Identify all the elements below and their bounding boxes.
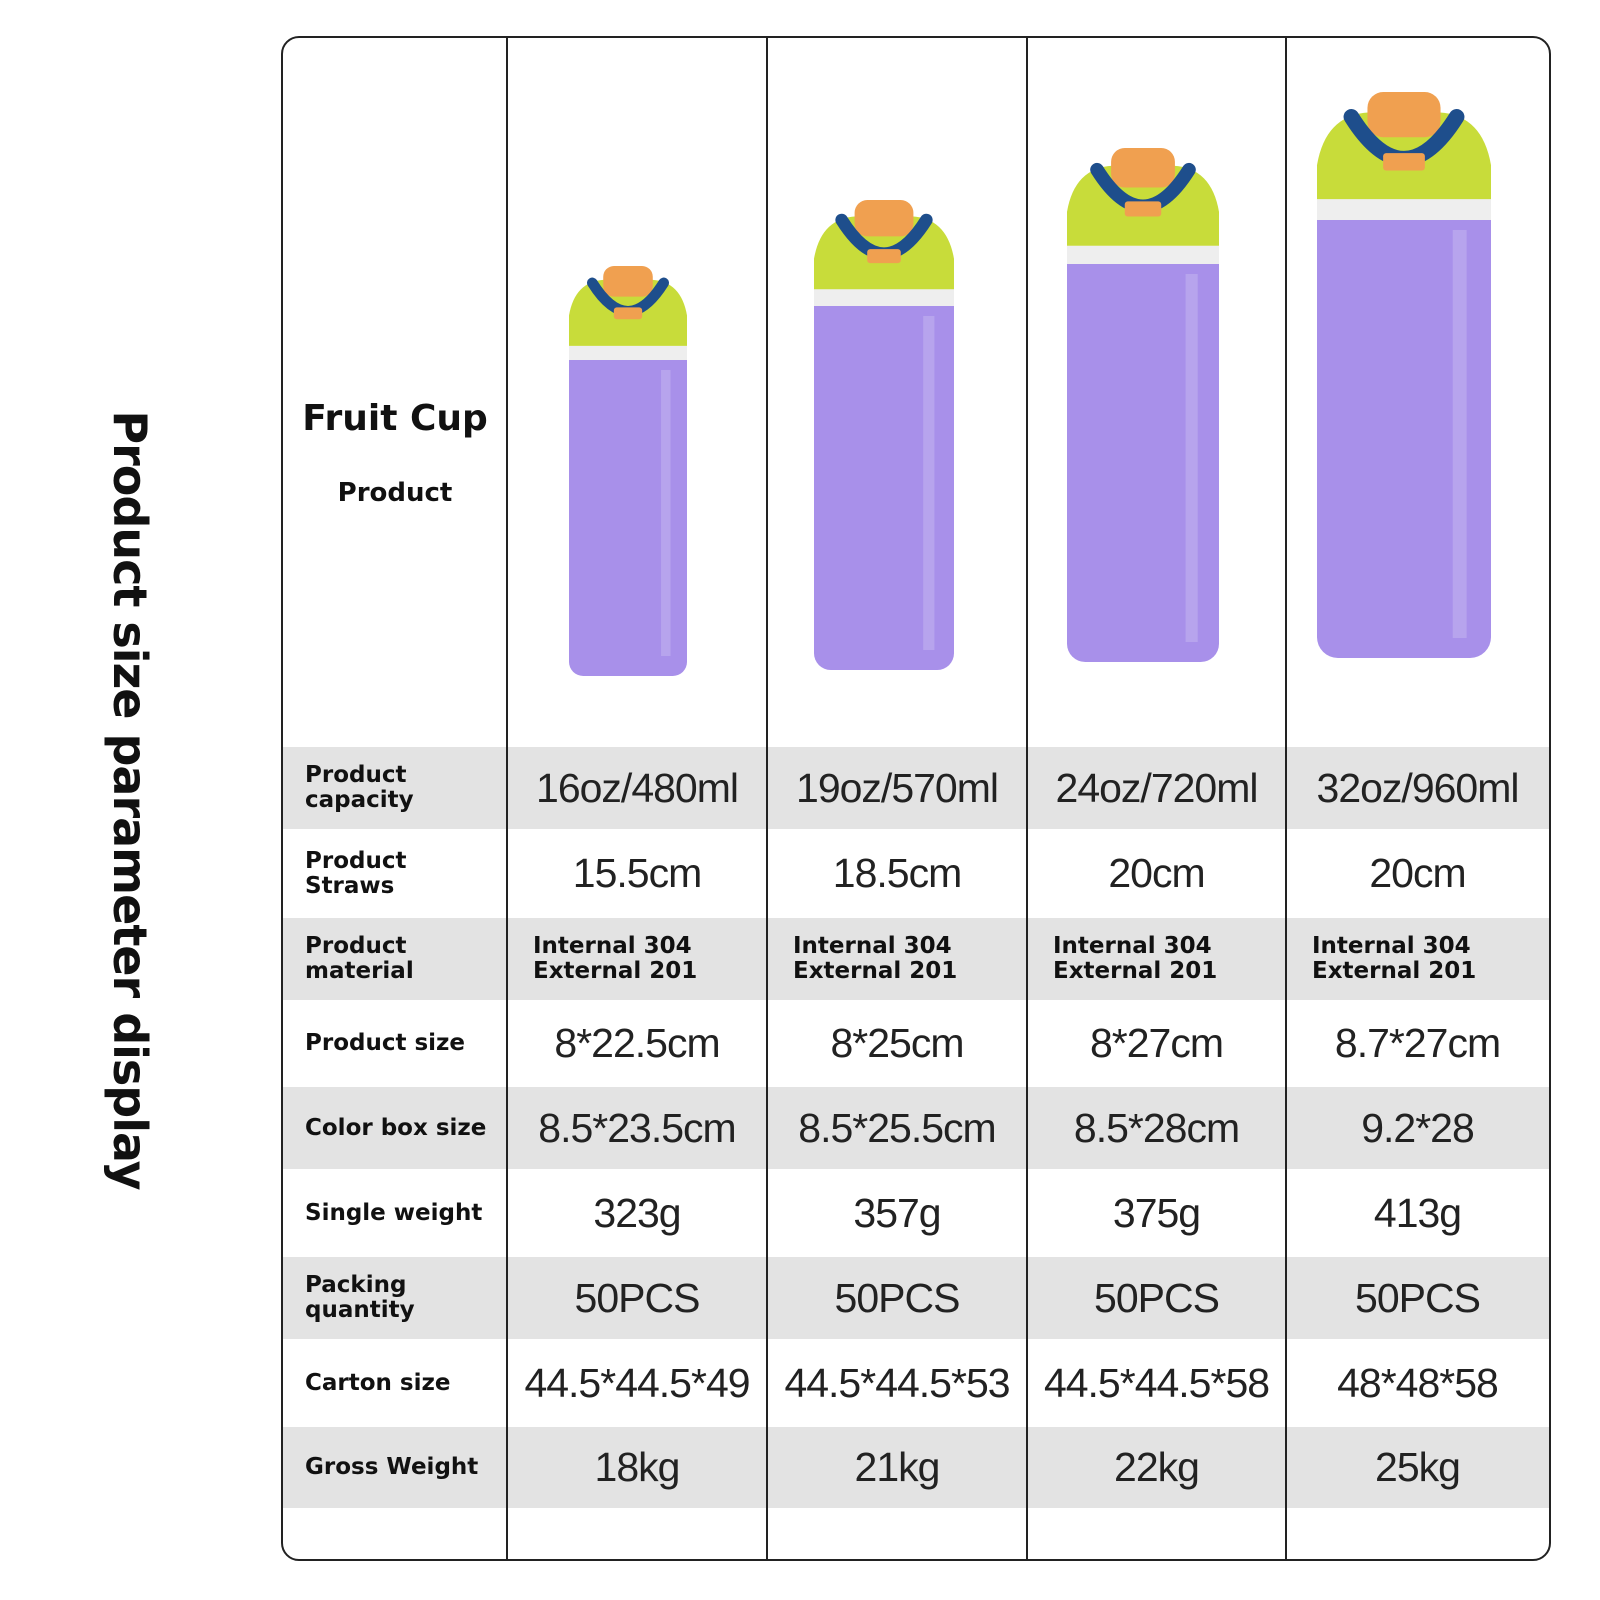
spec-value: 9.2*28: [1361, 1104, 1475, 1151]
spec-value: 16oz/480ml: [536, 764, 739, 811]
spec-value: 25kg: [1375, 1444, 1461, 1490]
spec-row: Product size 8*22.5cm 8*25cm 8*27cm 8.7*27cm: [283, 1000, 1549, 1087]
spec-value: 8*22.5cm: [554, 1020, 720, 1066]
spec-row: Carton size 44.5*44.5*49 44.5*44.5*53 44.5*…: [283, 1339, 1549, 1427]
spec-value: 20cm: [1108, 850, 1205, 896]
spec-table: Fruit Cup Product Pro: [281, 36, 1551, 1561]
column-divider: [1285, 38, 1287, 1559]
product-header-label: Product: [337, 478, 453, 508]
spec-row: Product Straws 15.5cm 18.5cm 20cm 20cm: [283, 829, 1549, 918]
spec-value: 8*27cm: [1089, 1020, 1224, 1066]
spec-value: 24oz/720ml: [1055, 764, 1259, 811]
row-label: Gross Weight: [305, 1454, 479, 1480]
spec-row: Product material Internal 304 External 20…: [283, 918, 1549, 1000]
spec-value: 19oz/570ml: [796, 764, 999, 811]
spec-value: 323g: [593, 1189, 681, 1236]
spec-value: 32oz/960ml: [1316, 764, 1520, 811]
spec-value: 413g: [1373, 1189, 1462, 1236]
spec-value: Internal 304 External 201: [533, 933, 698, 984]
spec-value: 8.5*28cm: [1073, 1104, 1240, 1151]
column-divider: [766, 38, 768, 1559]
spec-value: Internal 304 External 201: [793, 933, 958, 984]
spec-value: 8.7*27cm: [1334, 1020, 1501, 1066]
spec-value: 15.5cm: [572, 850, 702, 896]
spec-row: Gross Weight 18kg 21kg 22kg 25kg: [283, 1427, 1549, 1508]
spec-value: 48*48*58: [1337, 1359, 1499, 1406]
spec-value: 21kg: [854, 1444, 941, 1490]
spec-value: 50PCS: [1355, 1274, 1481, 1321]
row-label: Product capacity: [305, 762, 414, 813]
row-label: Product size: [305, 1030, 466, 1056]
row-label: Carton size: [305, 1369, 451, 1396]
product-line-title: Fruit Cup: [302, 398, 488, 439]
spec-row: Color box size 8.5*23.5cm 8.5*25.5cm 8.5*28…: [283, 1087, 1549, 1169]
spec-value: 50PCS: [1094, 1274, 1220, 1321]
page-title: Product size parameter display: [103, 410, 157, 1190]
spec-value: Internal 304 External 201: [1053, 933, 1218, 984]
spec-value: Internal 304 External 201: [1312, 933, 1477, 984]
spec-value: 20cm: [1369, 850, 1466, 896]
row-label: Product material: [305, 933, 414, 984]
spec-value: 44.5*44.5*49: [524, 1359, 750, 1406]
row-label: Packing quantity: [305, 1272, 415, 1323]
spec-row: Product capacity 16oz/480ml 19oz/570ml 24oz…: [283, 747, 1549, 829]
spec-value: 8*25cm: [830, 1020, 964, 1066]
row-label: Color box size: [305, 1114, 487, 1141]
spec-value: 8.5*23.5cm: [538, 1104, 736, 1151]
bottle-image: [1067, 148, 1219, 662]
row-label: Single weight: [305, 1199, 483, 1226]
spec-value: 44.5*44.5*53: [784, 1359, 1010, 1406]
spec-row: Single weight 323g 357g 375g 413g: [283, 1169, 1549, 1257]
spec-value: 50PCS: [574, 1274, 701, 1321]
spec-value: 44.5*44.5*58: [1043, 1359, 1270, 1406]
bottle-image: [569, 266, 687, 676]
spec-value: 22kg: [1114, 1444, 1200, 1490]
bottle-image: [1317, 92, 1491, 658]
row-label: Product Straws: [305, 847, 407, 899]
bottle-image: [814, 200, 954, 670]
spec-row: Packing quantity 50PCS 50PCS 50PCS 50PCS: [283, 1257, 1549, 1339]
spec-value: 8.5*25.5cm: [798, 1104, 996, 1151]
column-divider: [506, 38, 508, 1559]
spec-value: 50PCS: [834, 1274, 961, 1321]
spec-value: 18.5cm: [832, 850, 962, 896]
spec-value: 375g: [1112, 1189, 1201, 1236]
spec-value: 357g: [853, 1189, 941, 1236]
column-divider: [1026, 38, 1028, 1559]
spec-value: 18kg: [594, 1444, 681, 1490]
